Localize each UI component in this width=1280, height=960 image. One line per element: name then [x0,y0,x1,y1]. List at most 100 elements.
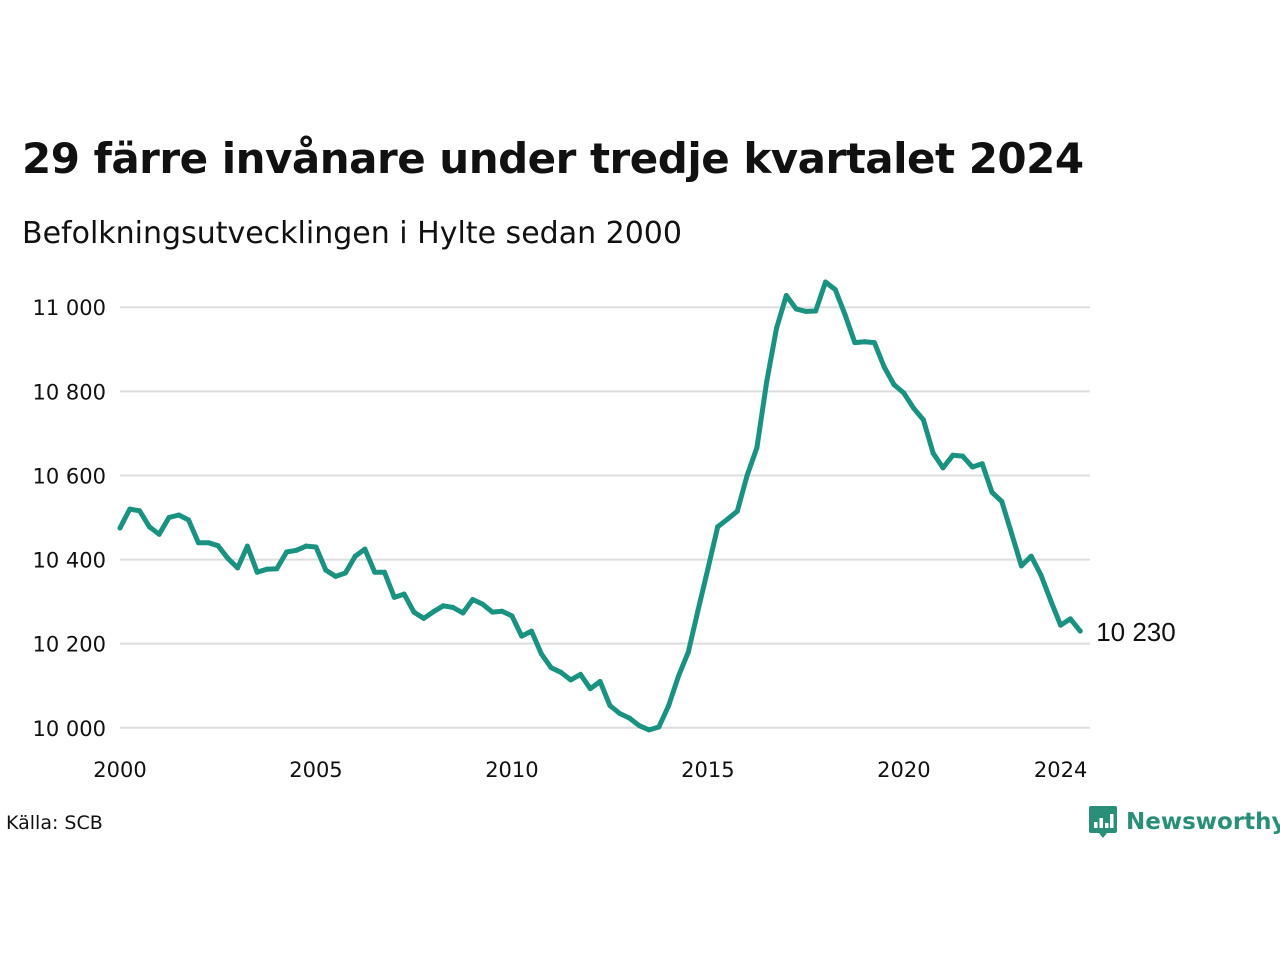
y-axis-ticks: 10 000 10 200 10 400 10 600 10 800 11 000 [33,296,106,741]
data-point [940,465,946,471]
data-point [930,450,936,456]
y-tick-label: 10 200 [33,633,106,657]
x-tick-label: 2010 [485,758,538,782]
data-point [1048,598,1054,604]
data-point [382,569,387,575]
data-point [225,555,231,561]
data-point [881,364,887,370]
data-point [979,461,985,467]
y-tick-label: 10 400 [33,549,106,573]
data-point [764,379,770,385]
data-point [578,671,583,677]
data-point [832,287,838,293]
data-point [920,417,926,423]
data-point [489,609,495,615]
data-point [823,279,828,285]
data-point [342,570,348,576]
grid-lines [120,306,1090,729]
data-point [695,607,701,613]
data-point [303,543,309,549]
data-point [607,703,613,708]
data-point [333,573,339,579]
data-point [186,517,192,523]
x-tick-label: 2024 [1034,758,1087,782]
data-point [842,312,848,318]
data-point [901,390,907,396]
data-point [323,567,329,573]
data-point [264,566,270,572]
data-point [862,339,868,345]
data-point [421,615,427,621]
x-tick-label: 2000 [93,758,146,782]
data-point [754,445,760,451]
data-point [411,609,417,615]
end-label-group: 10 230 [1096,617,1176,647]
data-point [1018,563,1024,569]
data-point [205,540,211,546]
data-point [911,405,917,411]
data-point [137,508,143,514]
chart-title: 29 färre invånare under tredje kvartalet… [22,134,1084,183]
data-point [656,724,662,730]
data-point [176,512,182,518]
data-point [313,544,319,550]
data-point [146,524,152,530]
source-note: Källa: SCB [6,812,103,834]
data-point [568,677,574,683]
data-point [548,665,554,671]
data-point [244,543,250,549]
data-point [538,651,544,657]
data-point [127,506,133,512]
population-series [117,279,1083,733]
data-point [352,553,358,559]
newsworthy-brand[interactable]: Newsworthy [1088,804,1280,840]
data-point [558,669,564,675]
data-point [519,633,525,639]
data-point [391,594,397,600]
data-point [274,566,280,572]
data-point [470,597,476,602]
data-point [215,543,221,549]
y-tick-label: 10 600 [33,464,106,488]
data-point [1028,553,1034,559]
data-point [284,549,290,555]
data-point [627,715,632,721]
data-point [587,686,593,692]
data-point [1077,628,1083,634]
data-point [1038,572,1044,578]
data-point [715,524,721,530]
data-point [156,531,162,537]
y-tick-label: 10 000 [33,717,106,741]
data-point [666,703,672,708]
data-point [254,569,260,575]
data-point [676,673,681,679]
end-value-label: 10 230 [1096,617,1176,647]
data-point [705,566,711,572]
data-point [734,508,740,514]
chart-subtitle: Befolkningsutvecklingen i Hylte sedan 20… [22,216,682,251]
data-point [783,293,789,298]
data-point [960,453,966,459]
data-point [1067,616,1073,622]
data-point [117,525,123,531]
data-point [499,608,505,614]
data-point [450,605,456,610]
data-point [293,547,299,553]
data-point [440,603,446,609]
data-point [813,308,819,314]
data-point [372,569,378,575]
data-point [793,306,799,312]
x-axis-ticks: 2000 2005 2010 2015 2020 2024 [93,758,1087,782]
data-point [999,499,1005,504]
data-point [401,591,407,597]
data-point [362,546,368,552]
data-point [597,679,603,684]
data-point [166,515,172,520]
series-line [117,279,1083,733]
newsworthy-logo-icon [1089,806,1117,838]
data-point [969,464,975,470]
data-point [636,723,642,729]
x-tick-label: 2005 [289,758,342,782]
data-point [803,308,809,314]
